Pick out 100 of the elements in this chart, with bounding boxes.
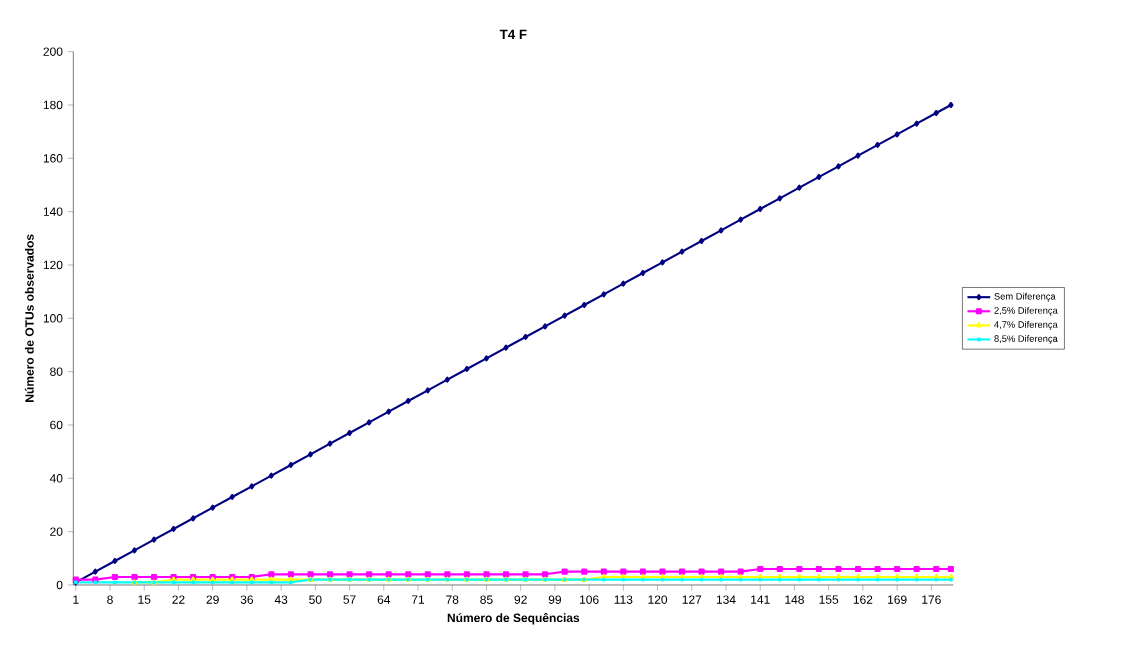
- point: [464, 365, 470, 373]
- chart-title: T4 F: [499, 29, 527, 39]
- point: [170, 525, 177, 533]
- x-tick-label: 162: [853, 595, 873, 604]
- point: [816, 573, 822, 580]
- point: [346, 429, 353, 437]
- point: [835, 163, 842, 170]
- point: [601, 291, 607, 298]
- point: [640, 269, 646, 277]
- point: [776, 565, 783, 573]
- point: [620, 280, 626, 287]
- point: [405, 571, 412, 578]
- x-tick-label: 120: [648, 595, 668, 604]
- point: [855, 573, 861, 580]
- point: [522, 333, 529, 341]
- x-tick-label: 29: [206, 595, 219, 604]
- x-tick-label: 155: [819, 595, 839, 604]
- x-tick-label: 8: [107, 595, 113, 604]
- point: [366, 571, 373, 578]
- point: [718, 573, 724, 580]
- point: [874, 141, 881, 149]
- point: [816, 173, 822, 181]
- point: [307, 451, 314, 458]
- point: [562, 312, 568, 319]
- point: [678, 568, 686, 575]
- point: [698, 573, 705, 580]
- point: [835, 565, 842, 573]
- point: [92, 568, 98, 575]
- x-tick-label: 127: [682, 595, 702, 604]
- point: [933, 565, 940, 573]
- x-tick-label: 176: [922, 595, 941, 604]
- point: [561, 568, 568, 575]
- point: [327, 440, 333, 447]
- point: [503, 344, 509, 351]
- point: [640, 573, 646, 580]
- point: [287, 571, 294, 578]
- point: [463, 571, 470, 578]
- point: [933, 109, 939, 117]
- point: [326, 571, 334, 578]
- x-tick-label: 85: [480, 595, 493, 604]
- point: [190, 515, 196, 522]
- point: [679, 248, 685, 255]
- point: [659, 259, 666, 266]
- x-tick-label: 141: [751, 595, 770, 604]
- y-tick-label: 100: [43, 314, 63, 323]
- x-tick-label: 71: [411, 595, 425, 604]
- point: [620, 573, 627, 580]
- point: [620, 568, 627, 575]
- point: [405, 397, 411, 405]
- point: [111, 573, 118, 581]
- x-tick-label: 106: [580, 595, 599, 604]
- point: [914, 120, 920, 127]
- x-tick-label: 99: [548, 595, 561, 604]
- point: [659, 573, 666, 580]
- x-tick-label: 57: [343, 595, 356, 604]
- point: [698, 568, 705, 575]
- point: [796, 565, 803, 573]
- point: [679, 573, 685, 580]
- point: [151, 536, 157, 543]
- point: [913, 573, 920, 580]
- point: [112, 557, 118, 565]
- x-tick-label: 36: [240, 595, 254, 604]
- point: [444, 376, 450, 383]
- y-tick-label: 180: [43, 100, 63, 110]
- x-tick-label: 92: [514, 595, 527, 604]
- point: [815, 565, 822, 573]
- point: [386, 408, 392, 415]
- point: [757, 565, 764, 573]
- point: [581, 568, 588, 575]
- point: [366, 419, 372, 426]
- point: [131, 573, 138, 581]
- x-tick-label: 134: [716, 595, 736, 604]
- point: [796, 184, 802, 191]
- y-tick-label: 40: [49, 474, 63, 483]
- x-tick-label: 169: [888, 595, 907, 604]
- point: [874, 565, 881, 573]
- x-tick-label: 64: [377, 595, 391, 604]
- y-tick-label: 0: [56, 580, 63, 590]
- legend-label: Sem Diferença: [994, 292, 1056, 302]
- point: [307, 571, 314, 578]
- point: [483, 571, 490, 578]
- point: [522, 571, 529, 578]
- point: [835, 573, 842, 580]
- point: [947, 565, 954, 573]
- point: [249, 483, 255, 490]
- point: [288, 461, 294, 469]
- point: [894, 131, 900, 138]
- point: [894, 565, 901, 573]
- point: [933, 573, 940, 580]
- x-tick-label: 148: [785, 595, 804, 604]
- point: [425, 387, 431, 394]
- point: [346, 571, 353, 578]
- x-tick-label: 113: [614, 595, 633, 604]
- point: [581, 301, 587, 309]
- x-tick-label: 43: [274, 595, 288, 604]
- x-tick-label: 50: [309, 595, 322, 604]
- point: [229, 493, 235, 501]
- point: [698, 237, 705, 245]
- point: [600, 573, 607, 580]
- point: [268, 472, 274, 479]
